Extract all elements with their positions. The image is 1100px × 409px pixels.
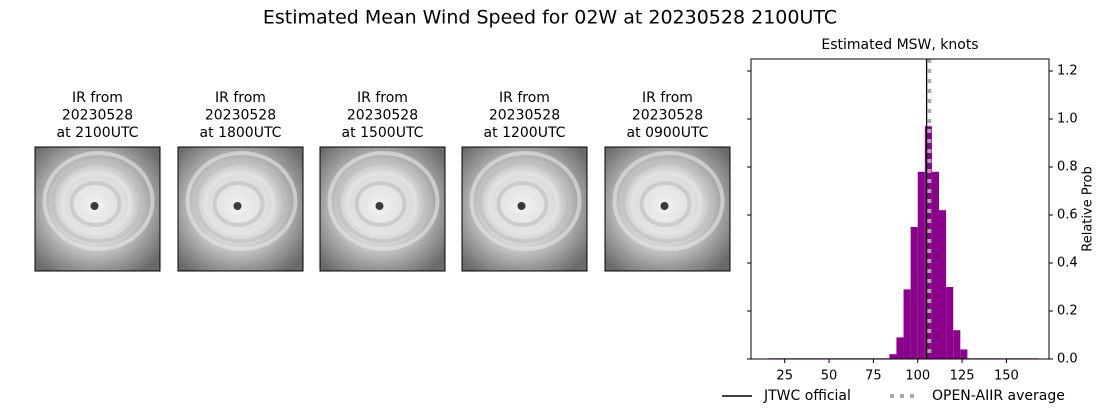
- eye: [517, 202, 526, 210]
- bar: [953, 330, 961, 359]
- bar: [946, 287, 954, 359]
- image-frame: [604, 146, 731, 272]
- panel-label: at 1500UTC: [342, 125, 424, 141]
- panel-label: at 1200UTC: [484, 125, 566, 141]
- x-tick-label: 125: [950, 369, 975, 384]
- y-tick-label: 0.0: [1057, 352, 1078, 367]
- cloud-band: [478, 161, 571, 243]
- panel-label: 20230528: [205, 108, 276, 124]
- image-frame: [177, 146, 304, 272]
- cloud-band: [336, 161, 429, 243]
- cloud-band: [496, 181, 549, 227]
- cloud-band: [469, 151, 582, 251]
- cloud-band: [630, 171, 703, 235]
- cloud-band: [60, 171, 133, 235]
- eye: [233, 202, 242, 210]
- bar: [931, 171, 940, 359]
- cloud-band: [505, 191, 538, 219]
- y-tick-label: 0.6: [1057, 208, 1078, 223]
- image-frame: [461, 146, 588, 272]
- cloud-band: [69, 181, 122, 227]
- panel-label: at 2100UTC: [57, 125, 139, 141]
- panel-label: IR from: [72, 90, 123, 106]
- cloud-band: [487, 171, 560, 235]
- bar: [939, 210, 947, 359]
- ir-image: [34, 146, 161, 272]
- ir-image: [319, 146, 446, 272]
- bar: [896, 337, 904, 359]
- cloud-band: [212, 181, 265, 227]
- x-tick-label: 75: [865, 369, 882, 384]
- image-frame: [319, 146, 446, 272]
- cloud-band: [42, 151, 155, 251]
- cloud-band: [203, 171, 276, 235]
- legend-label: OPEN-AIIR average: [932, 388, 1065, 404]
- cloud-band: [185, 151, 298, 251]
- cloud-band: [327, 151, 440, 251]
- y-tick-label: 0.4: [1057, 256, 1078, 271]
- panel-label: 20230528: [632, 108, 703, 124]
- cloud-band: [648, 191, 681, 219]
- cloud-band: [221, 191, 254, 219]
- plot-frame: [750, 58, 1050, 360]
- cloud-band: [363, 191, 396, 219]
- cloud-band: [612, 151, 725, 251]
- x-tick-label: 25: [776, 369, 793, 384]
- cloud-band: [354, 181, 407, 227]
- bar: [910, 227, 918, 359]
- panel-label: 20230528: [347, 108, 418, 124]
- cloud-band: [621, 161, 714, 243]
- bar: [903, 289, 911, 359]
- panel-label: 20230528: [62, 108, 133, 124]
- panel-label: IR from: [215, 90, 266, 106]
- bar: [917, 171, 925, 359]
- chart-title: Estimated MSW, knots: [821, 37, 978, 53]
- panel-label: IR from: [499, 90, 550, 106]
- y-tick-label: 1.0: [1057, 112, 1078, 127]
- panel-label: at 1800UTC: [200, 125, 282, 141]
- cloud-band: [78, 191, 111, 219]
- x-tick-label: 50: [821, 369, 838, 384]
- eye: [660, 202, 669, 210]
- cloud-band: [345, 171, 418, 235]
- ir-image: [461, 146, 588, 272]
- y-tick-label: 1.2: [1057, 64, 1078, 79]
- panel-label: IR from: [357, 90, 408, 106]
- cloud-band: [51, 161, 144, 243]
- panel-label: at 0900UTC: [627, 125, 709, 141]
- bar: [889, 354, 897, 359]
- legend-label: JTWC official: [763, 388, 851, 404]
- ir-image: [177, 146, 304, 272]
- ir-image: [604, 146, 731, 272]
- image-frame: [34, 146, 161, 272]
- eye: [90, 202, 99, 210]
- x-tick-label: 100: [905, 369, 930, 384]
- cloud-band: [194, 161, 287, 243]
- y-tick-label: 0.2: [1057, 304, 1078, 319]
- eye: [375, 202, 384, 210]
- figure-title: Estimated Mean Wind Speed for 02W at 202…: [263, 7, 837, 29]
- x-tick-label: 150: [994, 369, 1019, 384]
- panel-label: 20230528: [489, 108, 560, 124]
- y-tick-label: 0.8: [1057, 160, 1078, 175]
- panel-label: IR from: [642, 90, 693, 106]
- bar: [960, 349, 968, 359]
- y-axis-label: Relative Prob: [1081, 166, 1096, 251]
- cloud-band: [639, 181, 692, 227]
